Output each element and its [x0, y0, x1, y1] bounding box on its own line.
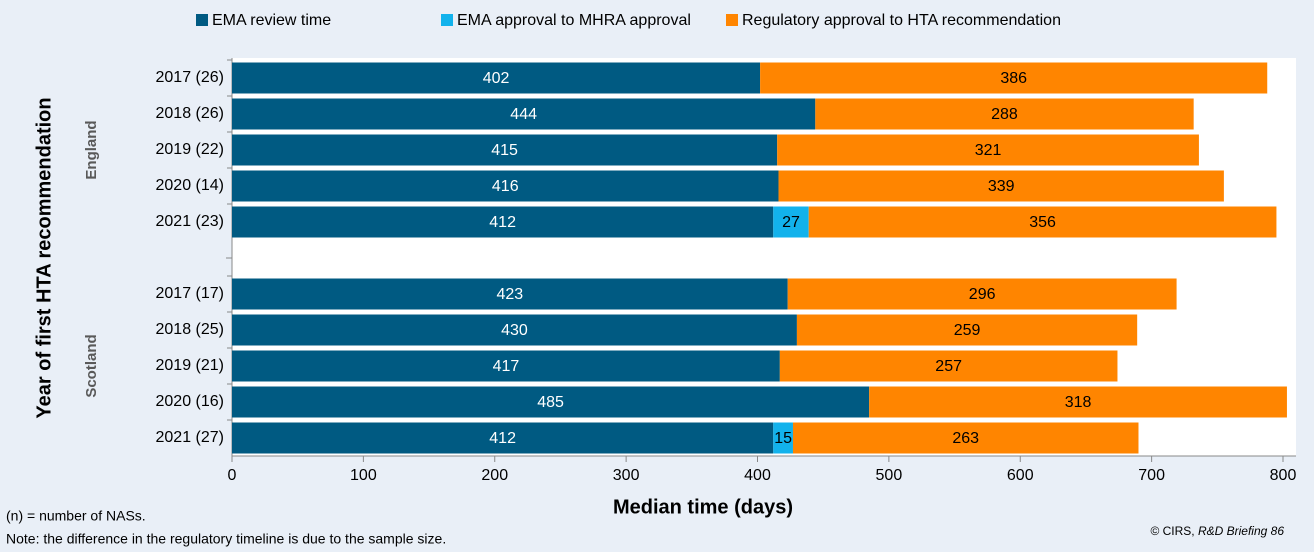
group-label: Scotland — [83, 334, 100, 397]
legend-swatch — [726, 14, 738, 26]
data-label: 430 — [501, 322, 528, 339]
data-label: 412 — [489, 430, 516, 447]
bar-segment — [778, 170, 1224, 202]
data-label: 15 — [774, 430, 792, 447]
x-tick-label: 800 — [1270, 467, 1297, 484]
bar-segment — [232, 170, 779, 202]
data-label: 412 — [489, 214, 516, 231]
x-tick-label: 500 — [876, 467, 903, 484]
bar-segment — [232, 134, 778, 166]
copyright-source: R&D Briefing 86 — [1198, 524, 1284, 538]
footnote: Note: the difference in the regulatory t… — [6, 531, 446, 547]
bar-segment — [792, 422, 1139, 454]
data-label: 415 — [491, 142, 518, 159]
bar-segment — [773, 422, 793, 454]
y-tick-label: 2021 (23) — [156, 213, 225, 230]
y-tick-label: 2017 (17) — [156, 285, 225, 302]
bar-segment — [232, 278, 788, 310]
y-axis-title: Year of first HTA recommendation — [33, 97, 55, 418]
copyright-text: © CIRS, — [1150, 524, 1198, 538]
bar-segment — [232, 98, 816, 130]
y-tick-label: 2017 (26) — [156, 69, 225, 86]
bar-segment — [869, 386, 1287, 418]
data-label: 321 — [975, 142, 1002, 159]
bar-segment — [808, 206, 1277, 238]
y-tick-label: 2018 (26) — [156, 105, 225, 122]
legend-swatch — [441, 14, 453, 26]
x-tick-label: 600 — [1007, 467, 1034, 484]
bar-segment — [232, 386, 870, 418]
bar-segment — [815, 98, 1194, 130]
bar-segment — [777, 134, 1199, 166]
x-axis-title: Median time (days) — [613, 496, 793, 518]
data-label: 259 — [954, 322, 981, 339]
bar-segment — [773, 206, 809, 238]
x-tick-label: 400 — [744, 467, 771, 484]
data-label: 257 — [935, 358, 962, 375]
legend-label: EMA approval to MHRA approval — [457, 12, 691, 29]
legend-label: Regulatory approval to HTA recommendatio… — [742, 12, 1061, 29]
data-label: 288 — [991, 106, 1018, 123]
data-label: 356 — [1029, 214, 1056, 231]
bar-segment — [232, 350, 780, 382]
legend-label: EMA review time — [212, 12, 331, 29]
bar-segment — [796, 314, 1138, 346]
x-tick-label: 100 — [350, 467, 377, 484]
x-tick-label: 0 — [228, 467, 237, 484]
y-tick-label: 2019 (22) — [156, 141, 225, 158]
data-label: 339 — [988, 178, 1015, 195]
data-label: 444 — [510, 106, 537, 123]
bar-segment — [760, 62, 1268, 94]
bar-segment — [232, 314, 797, 346]
data-label: 386 — [1000, 70, 1027, 87]
y-tick-label: 2021 (27) — [156, 429, 225, 446]
bar-segment — [779, 350, 1118, 382]
bar-segment — [232, 62, 761, 94]
data-label: 485 — [537, 394, 564, 411]
x-tick-label: 200 — [481, 467, 508, 484]
data-label: 27 — [782, 214, 800, 231]
data-label: 318 — [1065, 394, 1092, 411]
data-label: 416 — [492, 178, 519, 195]
copyright: © CIRS, R&D Briefing 86 — [1150, 524, 1284, 538]
x-tick-label: 700 — [1138, 467, 1165, 484]
group-label: England — [83, 120, 100, 179]
bar-segment — [232, 422, 774, 454]
y-tick-label: 2020 (16) — [156, 393, 225, 410]
y-tick-label: 2019 (21) — [156, 357, 225, 374]
data-label: 417 — [493, 358, 520, 375]
legend-swatch — [196, 14, 208, 26]
x-tick-label: 300 — [613, 467, 640, 484]
data-label: 423 — [497, 286, 524, 303]
data-label: 402 — [483, 70, 510, 87]
data-label: 296 — [969, 286, 996, 303]
bar-segment — [787, 278, 1177, 310]
footnote: (n) = number of NASs. — [6, 508, 146, 524]
bar-segment — [232, 206, 774, 238]
data-label: 263 — [952, 430, 979, 447]
y-tick-label: 2018 (25) — [156, 321, 225, 338]
y-tick-label: 2020 (14) — [156, 177, 225, 194]
